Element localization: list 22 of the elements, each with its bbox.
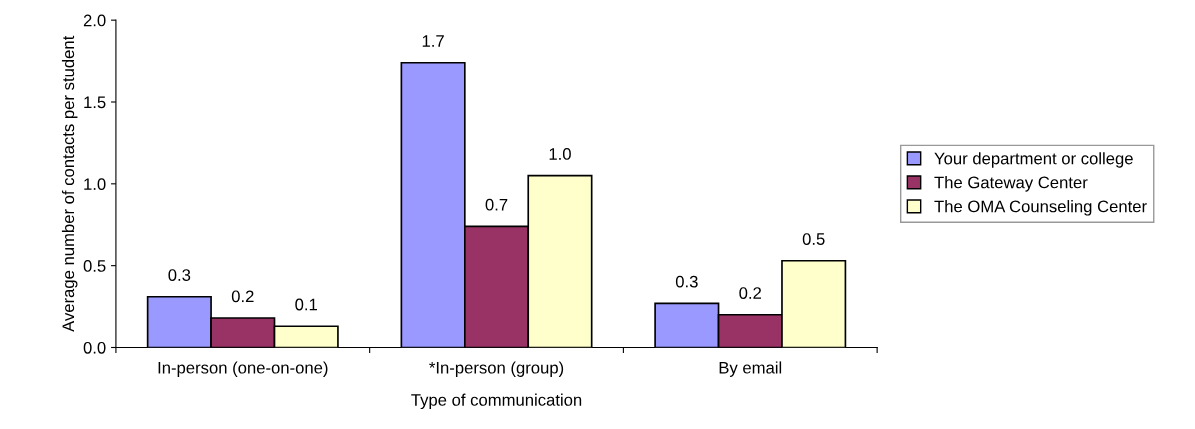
data-label: 0.3 [675, 275, 698, 288]
legend-label: The Gateway Center [934, 176, 1088, 192]
y-tick-label: 1.5 [84, 96, 106, 109]
x-tick-label: By email [719, 361, 782, 377]
data-label: 1.7 [422, 35, 444, 47]
x-tick-label: In-person (one-on-one) [158, 361, 328, 377]
y-tick-label: 1.0 [84, 178, 106, 191]
data-label: 0.2 [739, 287, 762, 299]
legend-label: Your department or college [934, 152, 1133, 168]
y-tick-label: 0.5 [83, 260, 106, 272]
x-tick-label: *In-person (group) [429, 361, 564, 377]
data-label: 0.5 [802, 233, 825, 245]
data-label: 0.1 [295, 298, 317, 311]
x-axis-title: Type of communication [411, 393, 582, 410]
y-axis-title: Average number of contacts per student [61, 35, 78, 332]
legend-label: The OMA Counseling Center [934, 200, 1147, 216]
data-label: 0.7 [485, 198, 508, 211]
data-label: 0.2 [231, 290, 254, 303]
y-tick-label: 2.0 [83, 14, 106, 27]
y-tick-label: 0.0 [83, 341, 106, 354]
data-label: 1.0 [549, 148, 571, 160]
data-label: 0.3 [168, 269, 191, 281]
